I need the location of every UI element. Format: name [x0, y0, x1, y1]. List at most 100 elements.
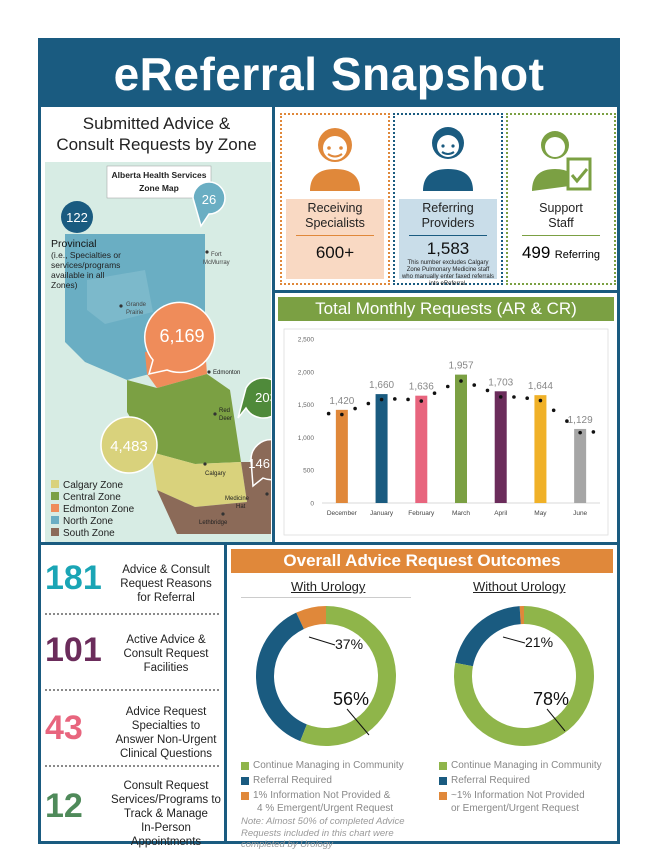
with-urology-small-label: 37% — [335, 636, 363, 652]
stat-services-line3: Track & Manage — [124, 808, 208, 820]
trendline-dot — [445, 384, 450, 389]
trendline-dot — [485, 388, 490, 393]
trendline-dot — [551, 408, 556, 413]
without-legend-swatch-other — [439, 792, 447, 800]
trendline-dot — [578, 430, 582, 435]
x-tick-label: May — [534, 510, 547, 517]
provincial-label-2: (i.e., Specialties or — [51, 250, 121, 260]
role-support-staff: Support Staff 499 Referring — [506, 113, 616, 285]
bar-march — [455, 374, 467, 503]
stat-services-text: Consult Request Services/Programs to Tra… — [111, 779, 221, 849]
red-deer-dot — [213, 412, 217, 416]
provincial-bubble — [61, 201, 93, 233]
trendline-dot — [591, 430, 596, 434]
role-value-referring: 1,583 — [426, 239, 470, 258]
city-medicine-hat-1: Medicine — [225, 496, 250, 502]
bar-may — [534, 395, 547, 503]
support-staff-icon — [532, 131, 592, 191]
roles-panel: Receiving Specialists 600+ Referring Pro… — [275, 107, 617, 293]
without-legend-community: Continue Managing in Community — [439, 759, 602, 772]
city-red-deer-1: Red — [219, 408, 230, 414]
city-grande-prairie-1: Grande — [126, 302, 147, 308]
stat-facilities-line3: Facilities — [143, 662, 189, 674]
provincial-label-3: services/programs — [51, 260, 120, 270]
bar-january — [375, 394, 388, 503]
without-legend-swatch-community — [439, 762, 447, 770]
trendline-dot — [353, 406, 357, 411]
role-divider-referring — [409, 235, 487, 236]
legend-central: Central Zone — [63, 492, 121, 503]
stat-specialties-line3: Answer Non-Urgent — [115, 734, 217, 746]
trendline-dot — [340, 412, 344, 417]
with-legend-referral: Referral Required — [241, 774, 404, 787]
stat-services-value: 12 — [45, 787, 83, 825]
legend-edmonton: Edmonton Zone — [63, 504, 135, 515]
x-tick-label: December — [327, 510, 358, 517]
urology-note-line1: Note: Almost 50% of completed Advice — [241, 816, 405, 827]
stat-facilities-value: 101 — [45, 631, 102, 669]
stat-specialties-line2: Specialties to — [131, 720, 201, 732]
legend-north: North Zone — [63, 516, 113, 527]
x-tick-label: January — [370, 510, 394, 517]
city-grande-prairie-2: Prairie — [126, 310, 144, 316]
zone-legend: Calgary Zone Central Zone Edmonton Zone … — [51, 480, 135, 539]
trendline-dot — [326, 411, 331, 416]
without-urology-big-label: 78% — [533, 689, 569, 709]
calgary-bubble — [100, 416, 158, 474]
with-legend-other: 1% Information Not Provided & 4 % Emergen… — [241, 789, 404, 815]
with-urology-slice-1 — [256, 612, 307, 742]
bar-april — [494, 391, 507, 503]
stat-separator-1 — [45, 613, 219, 615]
with-legend-swatch-referral — [241, 777, 249, 785]
role-note-referring: This number excludes Calgary Zone Pulmon… — [401, 260, 495, 287]
zone-map-title-line2: Consult Requests by Zone — [56, 135, 257, 154]
trendline-dot — [512, 395, 516, 399]
x-tick-label: April — [494, 510, 508, 517]
bar-value-label: 1,644 — [528, 381, 553, 392]
stat-reasons-line1: Advice & Consult — [122, 564, 210, 576]
stat-specialties-text: Advice Request Specialties to Answer Non… — [111, 705, 221, 761]
trendline-dot — [393, 397, 397, 401]
provincial-label-1: Provincial — [51, 238, 97, 250]
urology-note-line3: completed by Urology — [241, 839, 333, 850]
city-fort-mcmurray-2: McMurray — [203, 260, 230, 266]
with-urology-slice-0 — [300, 606, 396, 746]
role-receiving-specialists: Receiving Specialists 600+ — [280, 113, 390, 285]
with-legend-other-label-1: 1% Information Not Provided & — [253, 790, 391, 801]
calgary-zone-shape — [151, 452, 247, 507]
role-label-support-1: Support — [539, 201, 583, 215]
role-label-referring-1: Referring — [422, 201, 474, 215]
with-urology-leader-small — [308, 636, 336, 646]
trendline-dot — [459, 379, 463, 383]
x-tick-label: February — [408, 510, 435, 517]
stat-reasons-line3: for Referral — [137, 592, 195, 604]
trendline-dot — [406, 397, 410, 402]
role-label-referring: Referring Providers — [395, 201, 501, 231]
y-tick-label: 2,500 — [298, 337, 315, 344]
trendline-dot — [379, 397, 384, 402]
calgary-value: 4,483 — [110, 438, 148, 455]
role-label-receiving: Receiving Specialists — [282, 201, 388, 231]
with-legend-referral-label: Referral Required — [253, 775, 332, 786]
with-urology-subtitle: With Urology — [291, 579, 366, 594]
central-value: 203 — [255, 390, 271, 405]
alberta-zone-map: Alberta Health Services Zone Map Fort Mc… — [45, 162, 271, 542]
legend-swatch-edmonton — [51, 504, 59, 512]
legend-swatch-north — [51, 516, 59, 524]
role-value-support-suffix: Referring — [554, 249, 601, 261]
stat-specialties-line1: Advice Request — [125, 706, 207, 718]
legend-swatch-south — [51, 528, 59, 536]
without-legend-community-label: Continue Managing in Community — [451, 760, 602, 771]
advice-outcomes-panel: Overall Advice Request Outcomes With Uro… — [227, 545, 617, 850]
with-urology-slice-2 — [296, 606, 326, 629]
legend-calgary: Calgary Zone — [63, 480, 123, 491]
role-label-receiving-1: Receiving — [307, 201, 363, 215]
without-urology-slice-2 — [519, 606, 524, 625]
zone-map-panel: Submitted Advice & Consult Requests by Z… — [41, 107, 275, 545]
trendline-dot — [472, 383, 477, 387]
x-tick-label: March — [452, 510, 470, 517]
with-urology-big-label: 56% — [333, 689, 369, 709]
calgary-dot — [203, 462, 207, 466]
stat-services-line1: Consult Request — [123, 780, 209, 792]
medicine-hat-dot — [265, 492, 269, 496]
